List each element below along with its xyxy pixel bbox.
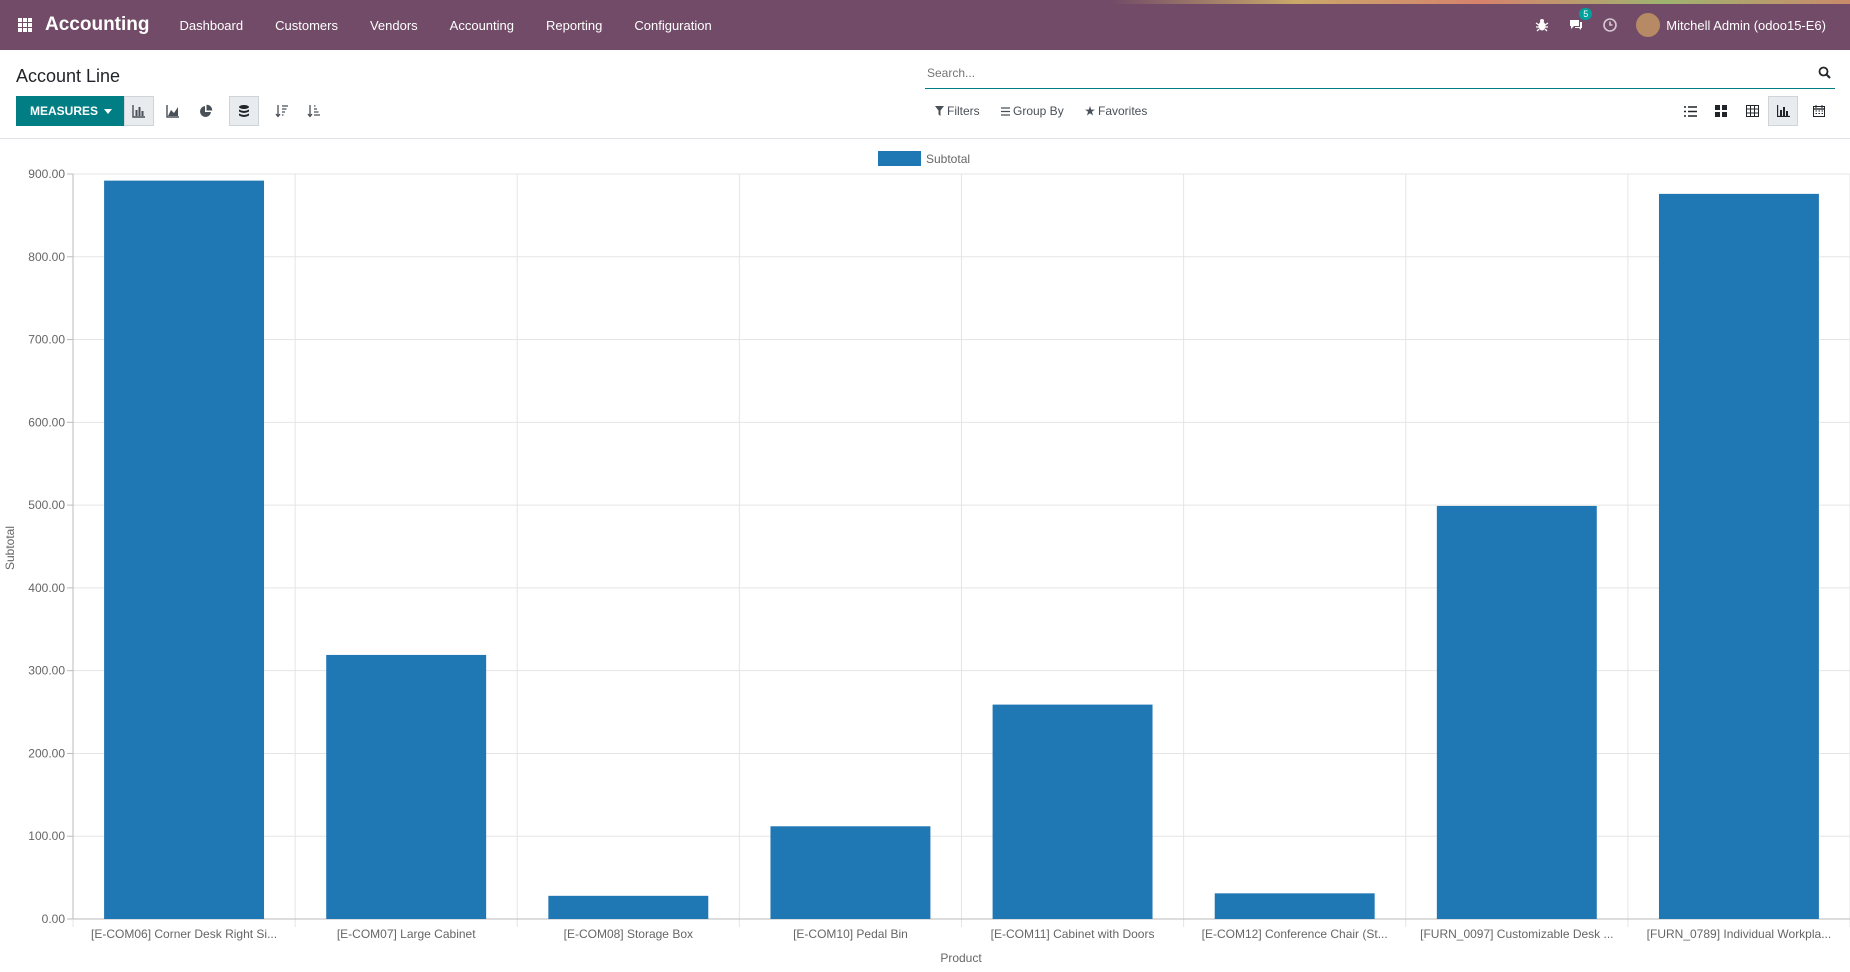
- group-by-button[interactable]: Group By: [1001, 104, 1064, 118]
- user-menu[interactable]: Mitchell Admin (odoo15-E6): [1666, 17, 1826, 33]
- x-tick-label: [FURN_0097] Customizable Desk ...: [1420, 927, 1613, 941]
- list-view-icon[interactable]: [1675, 96, 1705, 126]
- group-by-label: Group By: [1013, 104, 1064, 118]
- search-icon[interactable]: [1818, 66, 1831, 84]
- menu-configuration[interactable]: Configuration: [634, 17, 712, 33]
- favorites-button[interactable]: Favorites: [1085, 104, 1147, 118]
- y-tick-label: 500.00: [28, 498, 65, 512]
- graph-view-icon[interactable]: [1768, 96, 1798, 126]
- menu-vendors[interactable]: Vendors: [369, 17, 418, 33]
- activity-clock-icon[interactable]: [1602, 17, 1618, 33]
- search-bar: [925, 60, 1835, 89]
- search-input[interactable]: [925, 60, 1809, 86]
- sort-descending-icon[interactable]: [267, 96, 297, 126]
- menu-accounting[interactable]: Accounting: [449, 17, 514, 33]
- messages-badge: 5: [1579, 8, 1593, 20]
- y-axis-title: Subtotal: [3, 526, 17, 570]
- messages-icon[interactable]: 5: [1568, 8, 1593, 33]
- legend-swatch: [878, 151, 921, 166]
- bar: [326, 654, 487, 919]
- app-brand[interactable]: Accounting: [45, 14, 150, 35]
- apps-grid-icon[interactable]: [18, 18, 32, 32]
- x-tick-label: [E-COM12] Conference Chair (St...: [1202, 927, 1388, 941]
- bar: [1658, 193, 1819, 919]
- debug-bug-icon[interactable]: [1534, 17, 1550, 33]
- bar: [104, 180, 265, 920]
- x-axis-title: Product: [940, 951, 982, 965]
- measures-label: MEASURES: [30, 104, 99, 118]
- x-tick-label: [E-COM10] Pedal Bin: [793, 927, 908, 941]
- menu-dashboard[interactable]: Dashboard: [179, 17, 244, 33]
- filter-icon: [935, 106, 944, 116]
- bar: [548, 895, 709, 919]
- y-tick-label: 600.00: [28, 415, 65, 429]
- group-by-icon: [1001, 106, 1010, 116]
- control-panel: Account Line MEASURES Filters Group By F…: [0, 50, 1850, 139]
- top-navbar: Accounting Dashboard Customers Vendors A…: [0, 0, 1850, 50]
- legend-label: Subtotal: [926, 152, 970, 166]
- menu-reporting[interactable]: Reporting: [546, 17, 603, 33]
- filters-button[interactable]: Filters: [935, 104, 980, 118]
- x-tick-label: [E-COM11] Cabinet with Doors: [991, 927, 1155, 941]
- navbar-decoration: [1110, 0, 1850, 4]
- pivot-view-icon[interactable]: [1737, 96, 1767, 126]
- measures-button[interactable]: MEASURES: [16, 96, 127, 126]
- y-tick-label: 300.00: [28, 664, 65, 678]
- y-tick-label: 400.00: [28, 581, 65, 595]
- y-tick-label: 0.00: [42, 912, 66, 926]
- x-tick-label: [E-COM08] Storage Box: [564, 927, 693, 941]
- star-icon: [1085, 106, 1095, 116]
- bar: [1214, 893, 1375, 919]
- x-tick-label: [FURN_0789] Individual Workpla...: [1647, 927, 1832, 941]
- bar: [992, 704, 1153, 919]
- caret-down-icon: [104, 108, 113, 114]
- bar: [770, 826, 931, 919]
- kanban-view-icon[interactable]: [1706, 96, 1736, 126]
- calendar-view-icon[interactable]: [1804, 96, 1834, 126]
- graph-chart: 0.00 100.00 200.00 300.00 400.00 500.00 600.00…: [3, 151, 1850, 965]
- favorites-label: Favorites: [1098, 104, 1148, 118]
- user-avatar[interactable]: [1636, 13, 1661, 37]
- line-chart-icon[interactable]: [158, 96, 188, 126]
- y-tick-label: 100.00: [28, 829, 65, 843]
- x-tick-label: [E-COM07] Large Cabinet: [337, 927, 476, 941]
- x-tick-label: [E-COM06] Corner Desk Right Si...: [91, 927, 277, 941]
- y-tick-label: 200.00: [28, 746, 65, 760]
- y-tick-label: 700.00: [28, 333, 65, 347]
- y-tick-label: 900.00: [28, 167, 65, 181]
- pie-chart-icon[interactable]: [191, 96, 221, 126]
- page-title: Account Line: [16, 66, 121, 86]
- bar: [1436, 505, 1597, 919]
- stacked-icon[interactable]: [229, 96, 259, 126]
- bar-chart-icon[interactable]: [124, 96, 154, 126]
- y-tick-label: 800.00: [28, 250, 65, 264]
- menu-customers[interactable]: Customers: [275, 17, 338, 33]
- filters-label: Filters: [947, 104, 980, 118]
- sort-ascending-icon[interactable]: [299, 96, 329, 126]
